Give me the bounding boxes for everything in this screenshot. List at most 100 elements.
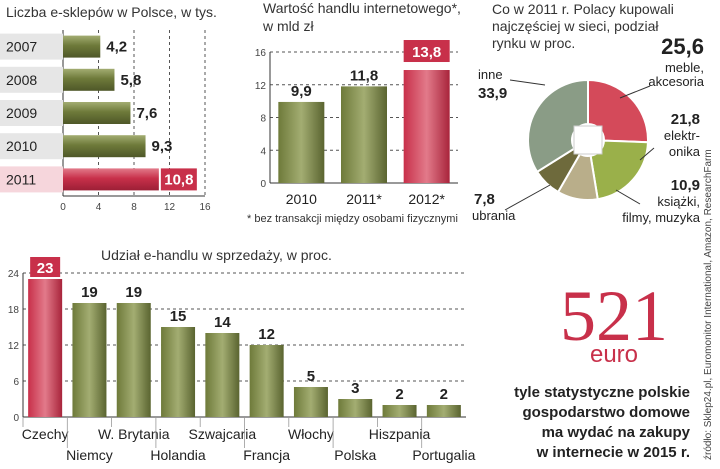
share-y-tick: 0 <box>13 413 19 424</box>
share-title: Udział e-handlu w sprzedaży, w proc. <box>101 247 332 263</box>
eshops-x-tick: 12 <box>164 202 176 213</box>
eshops-x-tick: 0 <box>60 202 66 213</box>
callout-caption-2: gospodarstwo domowe <box>522 404 690 421</box>
share-bar <box>116 303 151 417</box>
callout-number: 521 <box>560 276 668 356</box>
value-label: 13,8 <box>412 44 441 61</box>
pie-value-label: 10,9 <box>671 177 700 194</box>
share-bar <box>426 405 461 417</box>
pie-value-label: 21,8 <box>671 111 700 128</box>
value-y-tick: 8 <box>260 114 266 125</box>
share-category-label: Szwajcaria <box>188 426 256 442</box>
eshops-row-band <box>0 33 63 60</box>
share-value-label: 2 <box>440 386 448 403</box>
eshops-category-label: 2010 <box>6 138 37 154</box>
share-category-label: Polska <box>334 447 376 463</box>
share-category-label: Francja <box>243 447 290 463</box>
eshops-bar <box>63 68 115 91</box>
chart-ecommerce-value: Wartość handlu internetowego*, w mld zł … <box>247 0 461 225</box>
value-bar <box>403 70 450 183</box>
callout-unit: euro <box>590 341 638 368</box>
share-y-tick: 12 <box>8 341 20 352</box>
pie-value-label: 25,6 <box>661 34 704 59</box>
share-bar <box>72 303 107 417</box>
pie-center <box>573 125 603 155</box>
value-label: 11,8 <box>350 67 378 84</box>
share-bar <box>338 399 373 417</box>
pie-title-line2: najczęściej w sieci, podział <box>492 18 659 34</box>
pie-category-label: inne <box>478 67 503 82</box>
eshops-value-label: 5,8 <box>120 72 141 89</box>
pie-category-label: ubrania <box>472 208 516 223</box>
eshops-x-tick: 8 <box>131 202 137 213</box>
pie-leader-line <box>509 79 546 86</box>
value-bar <box>341 86 387 183</box>
eshops-value-label: 4,2 <box>106 39 127 56</box>
pie-category-label: meble, <box>665 60 704 75</box>
eshops-x-tick: 4 <box>96 202 102 213</box>
eshops-category-label: 2009 <box>6 105 37 121</box>
eshops-value-label: 10,8 <box>164 171 193 188</box>
eshops-value-label: 7,6 <box>136 105 157 122</box>
pie-slice <box>527 78 589 174</box>
value-footnote: * bez transakcji między osobami fizyczny… <box>247 213 458 225</box>
value-category-label: 2011* <box>346 191 382 207</box>
eshops-category-label: 2011 <box>6 171 36 187</box>
callout-caption-4: w internecie w 2015 r. <box>536 444 690 461</box>
eshops-x-tick: 16 <box>199 202 211 213</box>
share-value-label: 5 <box>307 368 315 385</box>
share-badge <box>30 257 61 277</box>
pie-title-line1: Co w 2011 r. Polacy kupowali <box>492 1 674 17</box>
pie-value-label: 33,9 <box>478 85 507 102</box>
value-title-line1: Wartość handlu internetowego*, <box>263 0 461 16</box>
value-badge <box>403 40 450 63</box>
callout-caption-3: ma wydać na zakupy <box>542 424 691 441</box>
eshops-value-badge <box>160 168 197 191</box>
value-label: 9,9 <box>291 83 312 100</box>
share-y-tick: 18 <box>8 305 20 316</box>
share-bar <box>293 387 328 417</box>
share-y-tick: 6 <box>13 377 19 388</box>
value-y-tick: 16 <box>255 48 267 59</box>
share-bar <box>382 405 417 417</box>
value-y-tick: 12 <box>255 81 267 92</box>
eshops-row-band <box>0 66 63 93</box>
share-bar <box>249 345 284 417</box>
chart-eshops: Liczba e-sklepów w Polsce, w tys. 0 4 8 12 1… <box>0 4 217 213</box>
pie-leader-line <box>504 184 551 211</box>
callout: 521 euro tyle statystyczne polskie gospo… <box>514 276 691 461</box>
share-value-label: 3 <box>351 380 359 397</box>
share-value-label: 2 <box>395 386 403 403</box>
share-y-tick: 24 <box>8 269 20 280</box>
share-value-label: 19 <box>125 284 142 301</box>
value-category-label: 2010 <box>286 191 317 207</box>
pie-leader-line <box>615 189 641 205</box>
share-value-label: 23 <box>37 260 54 277</box>
value-y-tick: 4 <box>260 146 266 157</box>
source-note: źródło: Sklep24.pl, Euromonitor Internat… <box>703 149 714 460</box>
share-category-label: Hiszpania <box>369 426 431 442</box>
value-category-label: 2012* <box>408 191 445 207</box>
eshops-bar <box>63 135 146 158</box>
chart-ecommerce-share: Udział e-handlu w sprzedaży, w proc. 0 6 1… <box>8 247 476 463</box>
eshops-row-band <box>0 133 63 160</box>
value-bar <box>278 101 325 183</box>
pie-value-label: 7,8 <box>474 191 495 208</box>
pie-title-line3: rynku w proc. <box>492 35 575 51</box>
share-category-label: Włochy <box>288 426 334 442</box>
share-value-label: 12 <box>258 326 275 343</box>
share-bar <box>205 333 240 417</box>
pie-category-label: onika <box>669 144 701 159</box>
share-value-label: 15 <box>170 308 187 325</box>
pie-category-label: książki, <box>657 194 700 209</box>
pie-category-label: elektr- <box>664 128 700 143</box>
eshops-category-label: 2007 <box>6 39 37 55</box>
pie-category-label: akcesoria <box>648 74 704 89</box>
share-value-label: 14 <box>214 314 231 331</box>
share-value-label: 19 <box>81 284 98 301</box>
share-bar <box>161 327 196 417</box>
value-y-tick: 0 <box>260 179 266 190</box>
eshops-row-band <box>0 166 63 193</box>
eshops-bar <box>63 35 101 58</box>
callout-caption-1: tyle statystyczne polskie <box>514 384 690 401</box>
